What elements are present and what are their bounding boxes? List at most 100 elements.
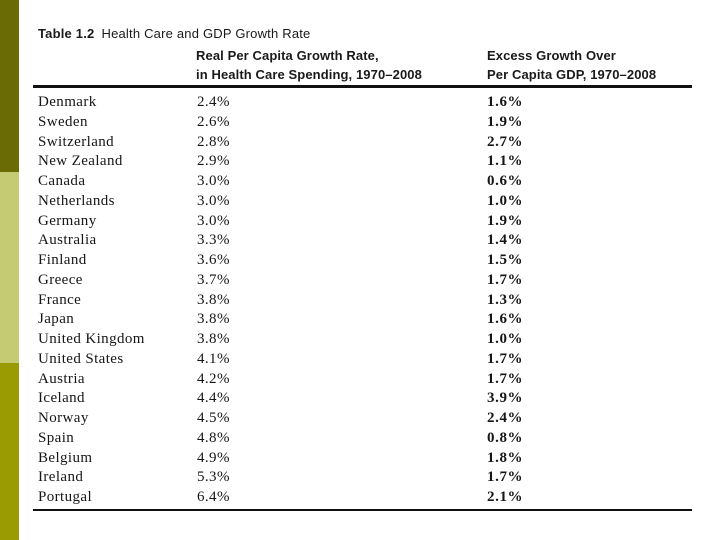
bottom-rule <box>33 509 692 511</box>
excess-growth-cell: 1.3% <box>487 291 524 308</box>
healthcare-growth-cell: 6.4% <box>197 489 230 505</box>
column-header-line: Real Per Capita Growth Rate, <box>196 48 379 63</box>
column-header-line: in Health Care Spending, 1970–2008 <box>196 67 422 82</box>
country-cell: Canada <box>38 173 86 189</box>
healthcare-growth-cell: 4.1% <box>197 350 230 367</box>
table-row: Australia 3.3% 1.4% <box>0 231 720 251</box>
sidebar-block-top <box>0 0 19 172</box>
country-cell: Japan <box>38 311 75 328</box>
column-header-line: Excess Growth Over <box>487 48 616 63</box>
country-cell: France <box>38 291 82 308</box>
country-cell: Austria <box>38 370 85 387</box>
healthcare-growth-cell: 4.4% <box>197 390 230 407</box>
excess-growth-cell: 1.8% <box>487 449 524 466</box>
healthcare-growth-cell: 3.8% <box>197 291 230 308</box>
healthcare-growth-cell: 3.3% <box>197 232 230 249</box>
healthcare-growth-cell: 3.6% <box>197 252 230 268</box>
excess-growth-cell: 1.7% <box>487 469 524 486</box>
column-header-line: Per Capita GDP, 1970–2008 <box>487 67 657 82</box>
country-cell: Sweden <box>38 113 88 130</box>
column-header-healthcare-growth: Real Per Capita Growth Rate, in Health C… <box>196 46 422 84</box>
excess-growth-cell: 1.7% <box>487 271 524 288</box>
table-number: Table 1.2 <box>38 26 95 41</box>
excess-growth-cell: 1.6% <box>487 94 524 110</box>
country-cell: Germany <box>38 212 97 229</box>
country-cell: New Zealand <box>38 153 123 170</box>
excess-growth-cell: 1.1% <box>487 153 524 170</box>
sidebar-block-bottom <box>0 363 19 540</box>
excess-growth-cell: 2.4% <box>487 410 524 426</box>
healthcare-growth-cell: 2.6% <box>197 113 230 130</box>
healthcare-growth-cell: 3.8% <box>197 311 230 328</box>
excess-growth-cell: 2.1% <box>487 489 524 505</box>
table-row: Sweden 2.6% 1.9% <box>0 113 720 133</box>
table-row: Netherlands 3.0% 1.0% <box>0 192 720 212</box>
sidebar-block-middle <box>0 172 19 363</box>
country-cell: Iceland <box>38 390 85 407</box>
column-header-excess-growth: Excess Growth Over Per Capita GDP, 1970–… <box>487 46 656 84</box>
table-row: United States 4.1% 1.7% <box>0 350 720 370</box>
healthcare-growth-cell: 3.7% <box>197 271 230 288</box>
excess-growth-cell: 0.8% <box>487 429 524 446</box>
table-row: United Kingdom 3.8% 1.0% <box>0 330 720 350</box>
excess-growth-cell: 3.9% <box>487 390 524 407</box>
excess-growth-cell: 1.9% <box>487 113 524 130</box>
excess-growth-cell: 1.9% <box>487 212 524 229</box>
excess-growth-cell: 1.7% <box>487 370 524 387</box>
header-rule <box>33 85 692 88</box>
table-row: Portugal 6.4% 2.1% <box>0 488 720 508</box>
healthcare-growth-cell: 2.8% <box>197 133 230 150</box>
healthcare-growth-cell: 4.5% <box>197 410 230 426</box>
table-row: Norway 4.5% 2.4% <box>0 409 720 429</box>
table-row: Iceland 4.4% 3.9% <box>0 389 720 409</box>
healthcare-growth-cell: 4.8% <box>197 429 230 446</box>
country-cell: Belgium <box>38 449 93 466</box>
table-row: Spain 4.8% 0.8% <box>0 429 720 449</box>
healthcare-growth-cell: 3.8% <box>197 331 230 347</box>
healthcare-growth-cell: 3.0% <box>197 192 230 209</box>
country-cell: Greece <box>38 271 83 288</box>
table-rows: Denmark 2.4% 1.6% Sweden 2.6% 1.9% Switz… <box>0 93 720 508</box>
table-row: Switzerland 2.8% 2.7% <box>0 133 720 153</box>
healthcare-growth-cell: 5.3% <box>197 469 230 486</box>
healthcare-growth-cell: 2.9% <box>197 153 230 170</box>
country-cell: Switzerland <box>38 133 115 150</box>
country-cell: Norway <box>38 410 89 426</box>
excess-growth-cell: 1.6% <box>487 311 524 328</box>
table-row: Finland 3.6% 1.5% <box>0 251 720 271</box>
table-row: Denmark 2.4% 1.6% <box>0 93 720 113</box>
table-row: Canada 3.0% 0.6% <box>0 172 720 192</box>
healthcare-growth-cell: 3.0% <box>197 212 230 229</box>
excess-growth-cell: 2.7% <box>487 133 524 150</box>
table-row: New Zealand 2.9% 1.1% <box>0 152 720 172</box>
country-cell: Netherlands <box>38 192 115 209</box>
country-cell: United States <box>38 350 124 367</box>
excess-growth-cell: 1.7% <box>487 350 524 367</box>
country-cell: Portugal <box>38 489 93 505</box>
table-title: Table 1.2 Health Care and GDP Growth Rate <box>38 26 311 41</box>
table-row: France 3.8% 1.3% <box>0 291 720 311</box>
sidebar-decoration <box>0 0 19 540</box>
country-cell: United Kingdom <box>38 331 145 347</box>
excess-growth-cell: 1.0% <box>487 331 524 347</box>
country-cell: Australia <box>38 232 97 249</box>
country-cell: Spain <box>38 429 75 446</box>
excess-growth-cell: 1.4% <box>487 232 524 249</box>
healthcare-growth-cell: 4.9% <box>197 449 230 466</box>
table-row: Japan 3.8% 1.6% <box>0 310 720 330</box>
country-cell: Denmark <box>38 94 97 110</box>
healthcare-growth-cell: 3.0% <box>197 173 230 189</box>
country-cell: Ireland <box>38 469 84 486</box>
table-row: Austria 4.2% 1.7% <box>0 370 720 390</box>
healthcare-growth-cell: 2.4% <box>197 94 230 110</box>
healthcare-growth-cell: 4.2% <box>197 370 230 387</box>
excess-growth-cell: 1.0% <box>487 192 524 209</box>
table-row: Greece 3.7% 1.7% <box>0 271 720 291</box>
country-cell: Finland <box>38 252 87 268</box>
table-row: Belgium 4.9% 1.8% <box>0 449 720 469</box>
excess-growth-cell: 1.5% <box>487 252 524 268</box>
table-row: Ireland 5.3% 1.7% <box>0 468 720 488</box>
excess-growth-cell: 0.6% <box>487 173 524 189</box>
table-title-text: Health Care and GDP Growth Rate <box>101 26 311 41</box>
